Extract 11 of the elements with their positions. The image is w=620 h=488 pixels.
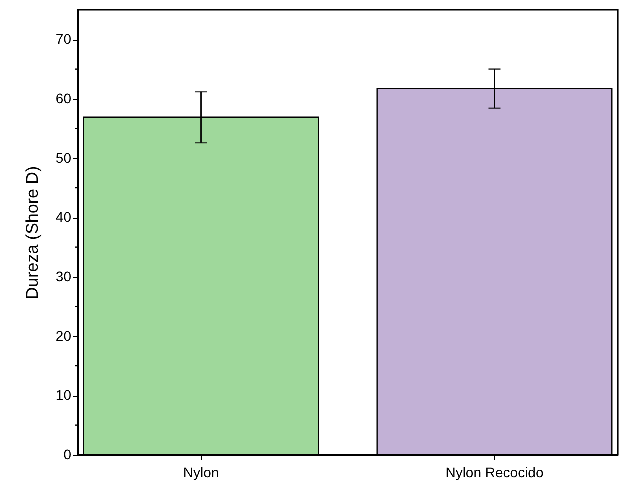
y-tick-label: 30 — [56, 268, 72, 284]
y-axis-title: Dureza (Shore D) — [22, 166, 42, 300]
y-tick-label: 50 — [56, 150, 72, 166]
x-tick-label: Nylon — [183, 464, 220, 480]
y-tick-label: 40 — [56, 209, 72, 226]
y-tick-label: 60 — [56, 90, 72, 106]
y-tick-label: 0 — [64, 446, 72, 462]
y-tick-label: 20 — [56, 328, 72, 344]
x-tick-label: Nylon Recocido — [446, 464, 544, 480]
y-tick-label: 10 — [56, 387, 72, 404]
y-tick-label: 70 — [56, 31, 72, 48]
